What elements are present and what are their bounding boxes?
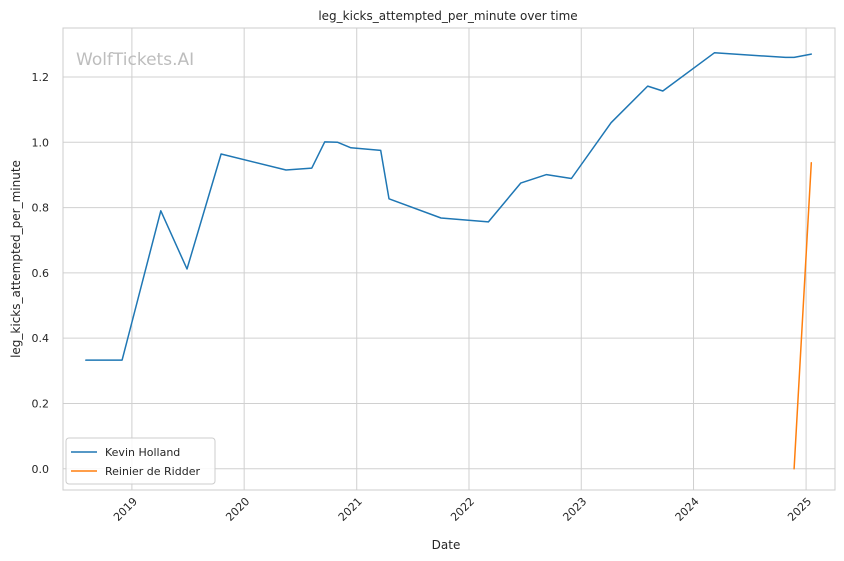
plot-frame <box>62 27 836 491</box>
legend-box <box>65 437 216 485</box>
y-tick-label: 0.6 <box>32 267 50 280</box>
series-line-reinier-de-ridder <box>793 162 813 470</box>
y-tick-label: 0.4 <box>32 332 50 345</box>
series-line-kevin-holland <box>85 52 813 361</box>
y-tick-label: 0.0 <box>32 463 50 476</box>
legend: Kevin Holland Reinier de Ridder <box>65 437 216 485</box>
y-tick-label: 1.2 <box>32 71 50 84</box>
plot-area: WolfTickets.AI <box>62 27 836 491</box>
legend-label: Reinier de Ridder <box>105 465 200 478</box>
y-tick-label: 0.8 <box>32 202 50 215</box>
x-axis-label: Date <box>432 538 461 552</box>
legend-label: Kevin Holland <box>105 446 180 459</box>
legend-items: Kevin Holland Reinier de Ridder <box>71 446 200 478</box>
chart-title: leg_kicks_attempted_per_minute over time <box>318 9 577 23</box>
y-tick-label: 0.2 <box>32 397 50 410</box>
plot-background <box>63 28 835 490</box>
watermark: WolfTickets.AI <box>76 50 194 70</box>
series-lines <box>85 52 813 470</box>
y-tick-label: 1.0 <box>32 136 50 149</box>
y-axis-label: leg_kicks_attempted_per_minute <box>9 160 23 358</box>
y-axis-ticks: 0.0 0.2 0.4 0.6 0.8 1.0 1.2 <box>32 71 50 476</box>
